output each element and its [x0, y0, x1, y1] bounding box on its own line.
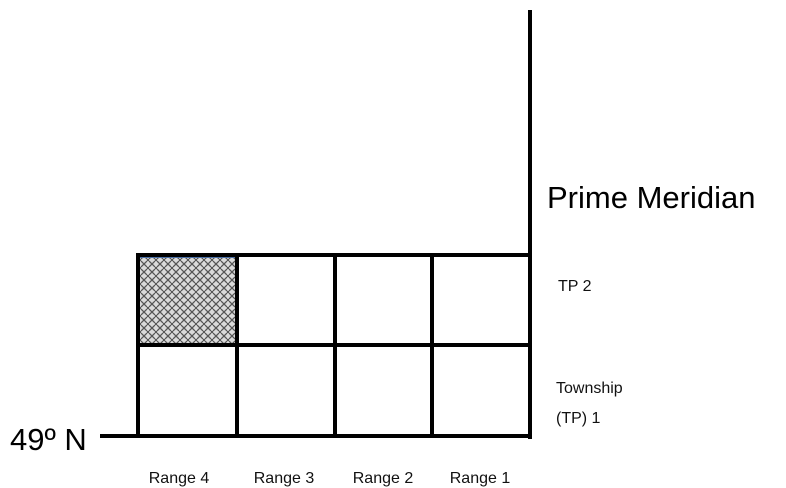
township-label: TP 2 — [558, 278, 592, 295]
township-label: Township — [556, 380, 623, 397]
township-grid — [136, 253, 532, 438]
meridian-label: Prime Meridian — [547, 180, 755, 215]
range-label: Range 3 — [254, 470, 315, 487]
range-label: Range 2 — [353, 470, 414, 487]
highlighted-section — [138, 256, 238, 346]
range-label: Range 1 — [450, 470, 511, 487]
range-label: Range 4 — [149, 470, 210, 487]
township-label: (TP) 1 — [556, 410, 601, 427]
latitude-label: 49º N — [10, 422, 87, 457]
